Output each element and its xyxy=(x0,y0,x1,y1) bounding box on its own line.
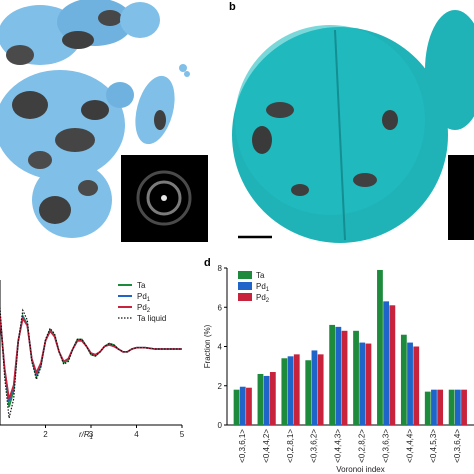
y-axis-label: Fraction (%) xyxy=(203,324,212,368)
x-tick-label: 3 xyxy=(89,430,94,439)
bar-chart-panel-d: 0 2 4 6 8 Fraction (%) <0,3,6,1> <0,4,4,2> <0,2,… xyxy=(203,264,474,474)
legend-swatch xyxy=(238,293,252,301)
bar-pd1 xyxy=(359,342,366,425)
x-tick-label: 2 xyxy=(43,430,48,439)
y-tick-label: 6 xyxy=(218,303,223,312)
x-tick-label: 5 xyxy=(180,430,185,439)
bar-pd1 xyxy=(335,326,342,425)
bar-ta xyxy=(353,330,359,425)
panel-d-letter: d xyxy=(204,257,211,269)
x-tick-label: 4 xyxy=(134,430,139,439)
bar-ta xyxy=(400,334,407,425)
bar-pd2 xyxy=(269,372,276,425)
panel-a-rendering xyxy=(0,0,230,245)
bar-pd2 xyxy=(246,387,252,425)
bar-pd1 xyxy=(239,386,246,425)
panel-b-letter: b xyxy=(229,1,236,13)
cluster-bottom xyxy=(32,162,112,238)
x-tick-label: <0,3,6,2> xyxy=(310,429,319,463)
y-tick-label: 0 xyxy=(218,421,223,430)
bar-ta xyxy=(281,358,288,425)
y-tick-label: 8 xyxy=(218,264,223,273)
bar-pd2 xyxy=(437,389,444,425)
bar-pd1 xyxy=(454,389,461,425)
bar-ta xyxy=(448,389,455,425)
x-tick-label: <0,4,5,3> xyxy=(429,429,438,463)
legend-label: Ta xyxy=(256,271,265,280)
legend-label: Pd1 xyxy=(256,282,270,293)
x-tick-label: <0,3,6,3> xyxy=(381,429,390,463)
bar-ta xyxy=(377,269,383,425)
y-tick-label: 2 xyxy=(218,382,223,391)
legend-swatch xyxy=(238,271,252,279)
bar-pd1 xyxy=(311,350,318,425)
bar-pd2 xyxy=(341,330,348,425)
panel-b-rendering: b xyxy=(229,1,474,243)
bar-pd2 xyxy=(413,346,420,425)
x-tick-label: <0,4,4,3> xyxy=(334,429,343,463)
bar-pd2 xyxy=(365,343,372,425)
bar-pd2 xyxy=(317,354,324,425)
y-tick-label: 4 xyxy=(218,343,223,352)
x-tick-label: <0,3,6,4> xyxy=(453,429,462,463)
legend-label: Ta xyxy=(137,281,146,290)
legend-label: Ta liquid xyxy=(137,314,166,323)
bar-pd1 xyxy=(383,301,390,425)
bar-pd1 xyxy=(407,342,413,425)
bar-ta xyxy=(329,324,336,425)
series-line-pd2 xyxy=(0,315,182,400)
legend-swatch xyxy=(238,282,252,290)
bar-pd1 xyxy=(263,375,270,425)
bar-pd2 xyxy=(293,354,300,425)
bar-pd2 xyxy=(389,305,396,425)
legend-label: Pd2 xyxy=(256,293,270,304)
cluster-top-left xyxy=(0,0,160,65)
x-tick-label: <0,2,8,1> xyxy=(286,429,295,463)
legend-label: Pd1 xyxy=(137,292,151,303)
bar-ta xyxy=(233,389,240,425)
bar-ta xyxy=(305,360,312,425)
panel-b-diffraction-inset xyxy=(448,155,474,240)
bar-ta xyxy=(424,391,431,425)
series-line-ta-liquid xyxy=(0,307,182,419)
x-axis-label: Voronoi index xyxy=(336,465,384,474)
cluster-right-small xyxy=(135,64,190,145)
x-axis-label: r/R1 xyxy=(79,430,93,441)
x-tick-label: <0,3,6,1> xyxy=(238,429,247,463)
diffraction-inset xyxy=(121,155,208,242)
bar-pd1 xyxy=(287,356,294,425)
legend-label: Pd2 xyxy=(137,303,151,314)
x-tick-label: <0,2,8,2> xyxy=(357,429,366,463)
cluster-middle-left xyxy=(0,70,134,180)
x-tick-label: <0,4,4,4> xyxy=(405,429,414,463)
bar-pd1 xyxy=(431,389,437,425)
bar-ta xyxy=(257,373,264,425)
bar-pd2 xyxy=(461,389,467,425)
x-tick-label: <0,4,4,2> xyxy=(262,429,271,463)
